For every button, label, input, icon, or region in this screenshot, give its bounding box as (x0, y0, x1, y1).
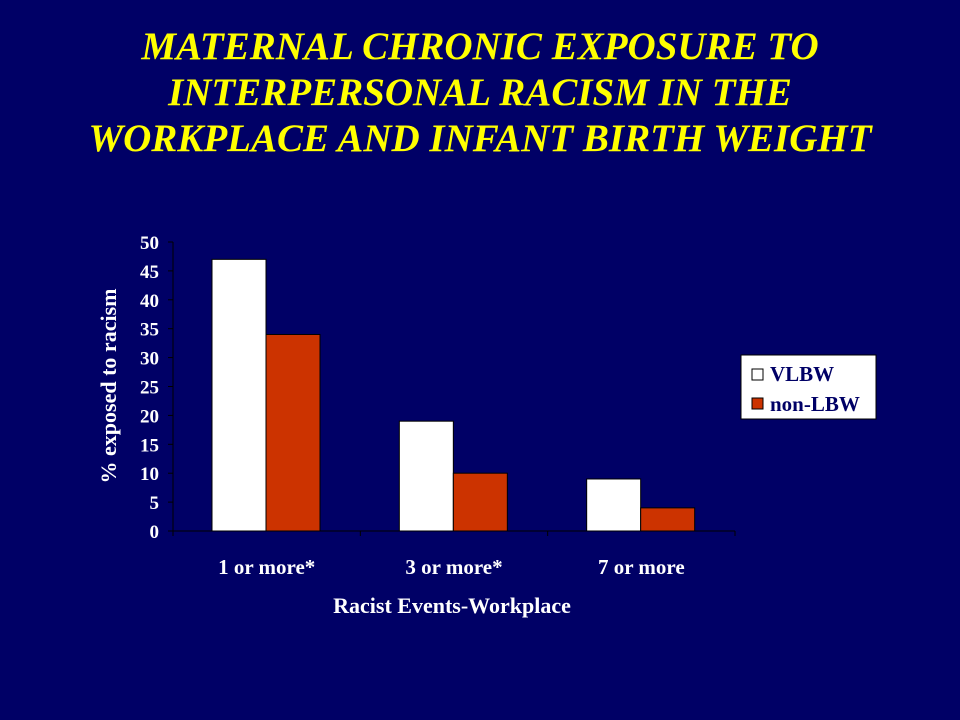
x-axis: 1 or more* 3 or more* 7 or more (172, 530, 736, 579)
y-tick-label: 20 (140, 406, 159, 427)
y-tick-label: 0 (150, 522, 160, 543)
y-tick-label: 5 (150, 493, 160, 514)
y-tick-label: 10 (140, 464, 159, 485)
y-tick-label: 30 (140, 349, 159, 370)
y-axis-title: % exposed to racism (96, 289, 121, 484)
bar-nonlbw (452, 472, 508, 532)
x-axis-title: Racist Events-Workplace (333, 593, 571, 618)
y-tick-label: 15 (140, 435, 159, 456)
bar-nonlbw (265, 333, 321, 532)
x-tick-label: 7 or more (598, 555, 685, 579)
y-tick-label: 50 (140, 233, 159, 254)
legend-label-vlbw: VLBW (770, 362, 834, 386)
x-tick-label: 1 or more* (218, 555, 315, 579)
bar-vlbw (211, 258, 267, 532)
legend: VLBW non-LBW (740, 354, 877, 420)
bar-nonlbw (640, 507, 696, 532)
bar-vlbw (586, 478, 642, 532)
y-tick-label: 45 (140, 262, 159, 283)
legend-swatch-nonlbw (751, 397, 764, 410)
legend-swatch-vlbw (751, 368, 764, 381)
legend-label-nonlbw: non-LBW (770, 392, 860, 416)
bars (211, 258, 696, 532)
bar-vlbw (398, 420, 454, 532)
x-tick-label: 3 or more* (405, 555, 502, 579)
y-axis: 0 5 10 15 20 25 30 35 40 45 50 (140, 233, 174, 543)
y-tick-label: 35 (140, 320, 159, 341)
y-tick-label: 25 (140, 378, 159, 399)
slide-title: MATERNAL CHRONIC EXPOSURE TO INTERPERSON… (88, 25, 872, 160)
y-tick-label: 40 (140, 291, 159, 312)
